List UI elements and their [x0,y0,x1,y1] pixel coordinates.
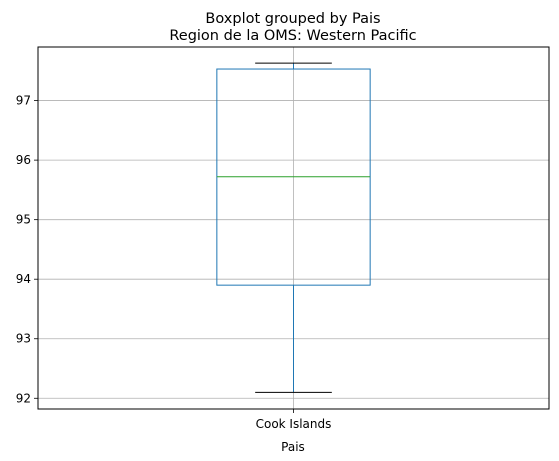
x-axis: Cook Islands [256,409,332,431]
chart-title: Region de la OMS: Western Pacific [169,28,416,44]
x-tick-label: Cook Islands [256,417,332,431]
y-axis: 92 93 94 95 96 97 [16,94,38,405]
y-tick-label: 92 [16,391,31,405]
y-tick-label: 94 [16,272,31,286]
box-layer [216,62,371,393]
grid-lines [38,47,549,409]
y-tick-label: 96 [16,153,31,167]
y-tick-label: 93 [16,332,31,346]
x-axis-label: Pais [281,440,305,454]
y-tick-label: 97 [16,94,31,108]
chart-suptitle: Boxplot grouped by Pais [205,11,380,27]
y-tick-label: 95 [16,213,31,227]
